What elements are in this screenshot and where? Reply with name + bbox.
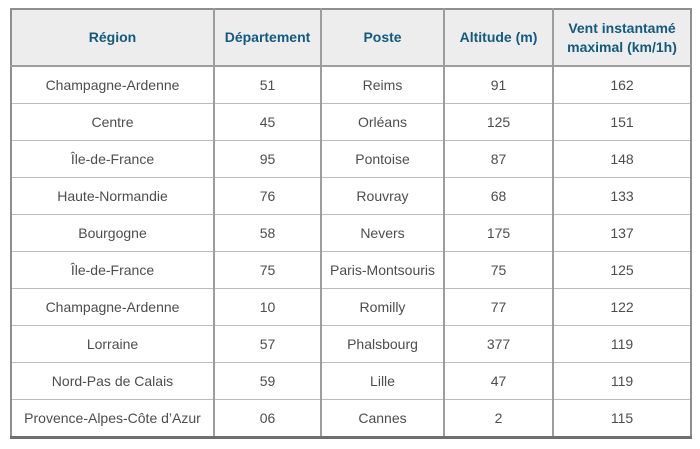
cell-vent-maximal: 119 <box>552 325 691 363</box>
cell-altitude: 125 <box>443 103 553 141</box>
cell-departement: 75 <box>213 251 321 289</box>
cell-poste: Romilly <box>320 288 444 326</box>
table-row: Haute-Normandie 76 Rouvray 68 133 <box>11 177 691 215</box>
header-row: Région Département Poste Altitude (m) Vent i… <box>11 9 691 67</box>
cell-region: Haute-Normandie <box>11 177 214 215</box>
cell-poste: Paris-Montsouris <box>320 251 444 289</box>
cell-altitude: 77 <box>443 288 553 326</box>
column-header-region: Région <box>11 9 214 67</box>
cell-vent-maximal: 162 <box>552 66 691 104</box>
cell-altitude: 68 <box>443 177 553 215</box>
cell-region: Bourgogne <box>11 214 214 252</box>
cell-poste: Cannes <box>320 399 444 438</box>
cell-region: Nord-Pas de Calais <box>11 362 214 400</box>
cell-region: Champagne-Ardenne <box>11 288 214 326</box>
cell-vent-maximal: 125 <box>552 251 691 289</box>
table-row: Champagne-Ardenne 10 Romilly 77 122 <box>11 288 691 326</box>
cell-departement: 76 <box>213 177 321 215</box>
cell-altitude: 47 <box>443 362 553 400</box>
cell-vent-maximal: 119 <box>552 362 691 400</box>
cell-poste: Pontoise <box>320 140 444 178</box>
cell-region: Centre <box>11 103 214 141</box>
cell-vent-maximal: 148 <box>552 140 691 178</box>
cell-poste: Reims <box>320 66 444 104</box>
cell-departement: 59 <box>213 362 321 400</box>
table-row: Provence-Alpes-Côte d’Azur 06 Cannes 2 115 <box>11 399 691 438</box>
table-row: Champagne-Ardenne 51 Reims 91 162 <box>11 66 691 104</box>
cell-altitude: 377 <box>443 325 553 363</box>
cell-departement: 95 <box>213 140 321 178</box>
cell-region: Champagne-Ardenne <box>11 66 214 104</box>
table-row: Lorraine 57 Phalsbourg 377 119 <box>11 325 691 363</box>
cell-altitude: 75 <box>443 251 553 289</box>
cell-poste: Lille <box>320 362 444 400</box>
cell-altitude: 87 <box>443 140 553 178</box>
cell-vent-maximal: 133 <box>552 177 691 215</box>
cell-departement: 06 <box>213 399 321 438</box>
cell-region: Lorraine <box>11 325 214 363</box>
cell-altitude: 2 <box>443 399 553 438</box>
cell-poste: Phalsbourg <box>320 325 444 363</box>
table-row: Centre 45 Orléans 125 151 <box>11 103 691 141</box>
wind-records-table-container: Région Département Poste Altitude (m) Vent i… <box>10 8 692 439</box>
cell-departement: 45 <box>213 103 321 141</box>
column-header-poste: Poste <box>320 9 444 67</box>
cell-poste: Orléans <box>320 103 444 141</box>
column-header-altitude: Altitude (m) <box>443 9 553 67</box>
cell-vent-maximal: 151 <box>552 103 691 141</box>
table-row: Île-de-France 95 Pontoise 87 148 <box>11 140 691 178</box>
cell-departement: 10 <box>213 288 321 326</box>
cell-poste: Rouvray <box>320 177 444 215</box>
cell-altitude: 91 <box>443 66 553 104</box>
wind-records-table: Région Département Poste Altitude (m) Vent i… <box>10 8 692 439</box>
cell-vent-maximal: 115 <box>552 399 691 438</box>
cell-region: Provence-Alpes-Côte d’Azur <box>11 399 214 438</box>
column-header-departement: Département <box>213 9 321 67</box>
cell-region: Île-de-France <box>11 140 214 178</box>
cell-departement: 58 <box>213 214 321 252</box>
cell-poste: Nevers <box>320 214 444 252</box>
cell-region: Île-de-France <box>11 251 214 289</box>
cell-vent-maximal: 122 <box>552 288 691 326</box>
table-row: Île-de-France 75 Paris-Montsouris 75 125 <box>11 251 691 289</box>
table-row: Nord-Pas de Calais 59 Lille 47 119 <box>11 362 691 400</box>
cell-altitude: 175 <box>443 214 553 252</box>
cell-departement: 57 <box>213 325 321 363</box>
table-row: Bourgogne 58 Nevers 175 137 <box>11 214 691 252</box>
cell-vent-maximal: 137 <box>552 214 691 252</box>
table-body: Champagne-Ardenne 51 Reims 91 162 Centre 45 Orl… <box>11 66 691 438</box>
column-header-vent-maximal: Vent instantamé maximal (km/1h) <box>552 9 691 67</box>
cell-departement: 51 <box>213 66 321 104</box>
